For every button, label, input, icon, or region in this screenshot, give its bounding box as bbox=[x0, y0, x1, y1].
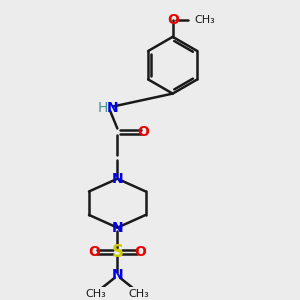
Text: N: N bbox=[112, 221, 123, 235]
Text: S: S bbox=[111, 243, 123, 261]
Text: CH₃: CH₃ bbox=[194, 15, 215, 25]
Text: O: O bbox=[137, 125, 149, 139]
Text: N: N bbox=[107, 101, 118, 115]
Text: N: N bbox=[112, 268, 123, 282]
Text: O: O bbox=[135, 245, 147, 259]
Text: O: O bbox=[88, 245, 100, 259]
Text: CH₃: CH₃ bbox=[86, 289, 106, 298]
Text: O: O bbox=[167, 13, 178, 27]
Text: CH₃: CH₃ bbox=[128, 289, 149, 298]
Text: H: H bbox=[97, 101, 107, 115]
Text: N: N bbox=[112, 172, 123, 186]
